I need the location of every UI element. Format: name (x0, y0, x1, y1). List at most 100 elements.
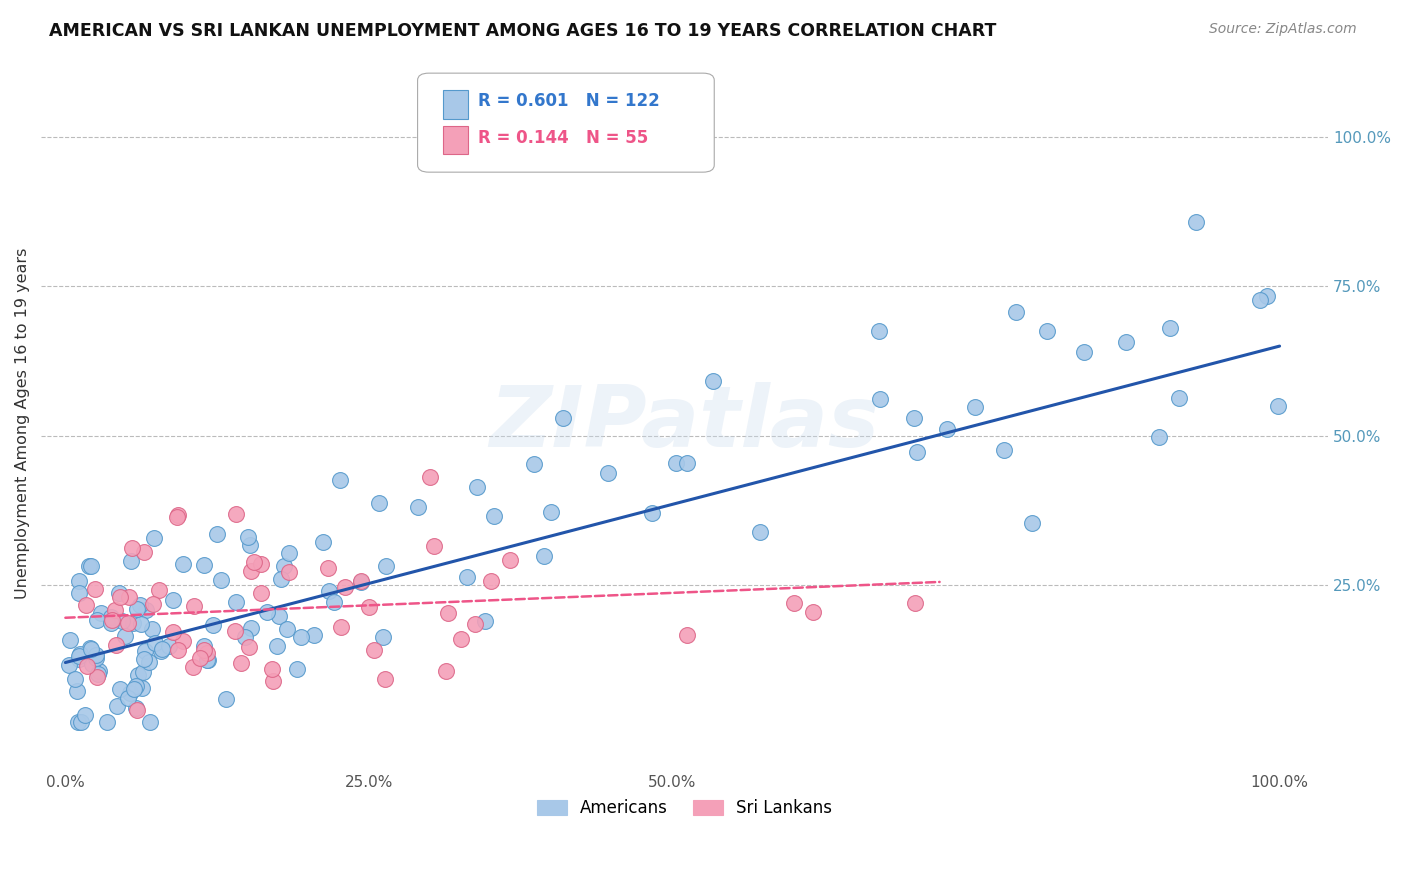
Point (904, 596, 927, 610)
Point (224, 624, 246, 638)
Point (316, 561, 339, 575)
Point (100, 616, 122, 631)
Point (125, 703, 148, 717)
Point (312, 534, 335, 549)
Point (131, 681, 153, 695)
Point (357, 599, 380, 614)
Point (117, 591, 139, 605)
Point (225, 595, 247, 609)
Point (75, 707, 97, 722)
Point (269, 609, 291, 624)
Point (105, 638, 128, 652)
Point (801, 605, 824, 619)
Y-axis label: Unemployment Among Ages 16 to 19 years: Unemployment Among Ages 16 to 19 years (15, 248, 30, 599)
Point (135, 602, 157, 616)
Point (350, 574, 373, 588)
Point (262, 674, 284, 689)
Point (240, 621, 263, 635)
Point (110, 682, 132, 697)
Point (148, 583, 170, 598)
Point (266, 639, 288, 653)
Point (181, 660, 204, 674)
Point (302, 628, 325, 642)
Point (96, 715, 118, 730)
Point (118, 686, 141, 700)
Point (138, 655, 160, 669)
Point (166, 510, 188, 524)
Point (205, 527, 228, 541)
Point (193, 643, 215, 657)
Point (202, 618, 225, 632)
Point (225, 507, 247, 521)
Point (86, 670, 108, 684)
Point (125, 679, 148, 693)
Point (229, 657, 252, 671)
Point (172, 557, 194, 571)
Point (75, 598, 97, 612)
Point (111, 614, 134, 628)
Point (1267, 399, 1289, 413)
Point (166, 643, 188, 657)
Point (905, 445, 928, 459)
Point (215, 691, 238, 706)
Point (76, 659, 98, 673)
Point (434, 664, 457, 678)
Point (350, 575, 373, 590)
Point (250, 585, 273, 599)
Point (278, 546, 301, 560)
Point (166, 508, 188, 522)
Point (540, 504, 562, 518)
Point (551, 411, 574, 425)
Point (125, 700, 148, 714)
Point (240, 565, 263, 579)
Point (65, 673, 87, 687)
Point (172, 634, 194, 648)
Point (249, 557, 271, 571)
Point (114, 630, 136, 644)
Point (329, 473, 352, 487)
Point (641, 506, 664, 520)
Point (66, 715, 89, 730)
Point (162, 625, 184, 640)
Point (193, 558, 215, 573)
Point (419, 470, 441, 484)
Point (523, 457, 546, 471)
Point (598, 467, 620, 481)
Point (90, 606, 112, 620)
Point (197, 653, 219, 667)
Point (120, 554, 142, 568)
Point (963, 400, 986, 414)
Point (277, 565, 299, 579)
Point (86, 614, 108, 628)
Point (437, 606, 460, 620)
Point (183, 599, 205, 613)
Point (132, 651, 155, 665)
Point (235, 631, 257, 645)
Point (104, 603, 127, 617)
Point (143, 531, 166, 545)
Point (209, 573, 232, 587)
Point (1249, 293, 1271, 307)
Point (70, 715, 93, 730)
Text: ZIPatlas: ZIPatlas (489, 382, 880, 466)
Point (374, 672, 396, 686)
Point (238, 640, 260, 655)
Point (276, 622, 298, 636)
Point (131, 665, 153, 679)
Point (243, 555, 266, 569)
Point (869, 392, 891, 406)
Point (239, 538, 262, 552)
Point (702, 374, 724, 388)
Point (479, 574, 502, 588)
Point (1147, 430, 1170, 444)
Point (474, 614, 496, 628)
Point (285, 662, 308, 676)
Legend: Americans, Sri Lankans: Americans, Sri Lankans (530, 793, 839, 824)
Point (84, 648, 107, 662)
Point (150, 644, 173, 658)
Point (375, 558, 398, 573)
Point (82, 657, 104, 671)
Point (903, 410, 925, 425)
Point (129, 598, 152, 612)
Point (195, 646, 218, 660)
